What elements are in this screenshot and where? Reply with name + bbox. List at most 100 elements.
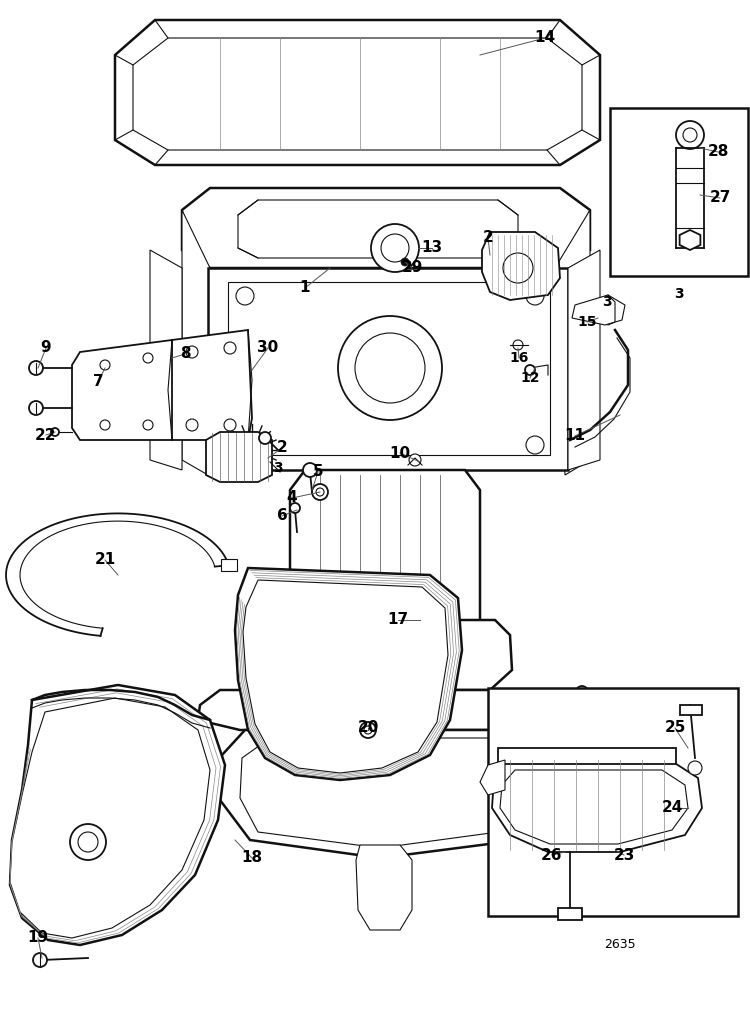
Circle shape bbox=[224, 342, 236, 354]
Circle shape bbox=[503, 253, 533, 283]
Polygon shape bbox=[558, 908, 582, 920]
Circle shape bbox=[676, 121, 704, 149]
Polygon shape bbox=[10, 685, 225, 945]
Circle shape bbox=[364, 726, 372, 734]
Circle shape bbox=[242, 440, 262, 460]
Text: 2: 2 bbox=[483, 231, 494, 245]
Polygon shape bbox=[133, 38, 582, 150]
Polygon shape bbox=[555, 210, 590, 475]
Circle shape bbox=[51, 428, 59, 436]
Text: 10: 10 bbox=[389, 446, 410, 460]
Circle shape bbox=[259, 432, 271, 444]
Text: 11: 11 bbox=[565, 428, 586, 444]
Polygon shape bbox=[72, 340, 172, 440]
Polygon shape bbox=[240, 738, 522, 848]
Polygon shape bbox=[243, 580, 448, 773]
Circle shape bbox=[29, 361, 43, 375]
Polygon shape bbox=[168, 330, 252, 440]
Text: 3: 3 bbox=[674, 287, 684, 301]
Circle shape bbox=[100, 420, 110, 430]
Text: 28: 28 bbox=[707, 145, 729, 159]
Circle shape bbox=[303, 463, 317, 477]
Circle shape bbox=[576, 686, 588, 698]
Polygon shape bbox=[492, 760, 702, 852]
Polygon shape bbox=[182, 188, 590, 268]
Text: 13: 13 bbox=[422, 241, 442, 255]
Polygon shape bbox=[115, 20, 600, 165]
Polygon shape bbox=[680, 705, 702, 714]
Circle shape bbox=[224, 419, 236, 431]
Text: 2635: 2635 bbox=[604, 939, 636, 951]
Circle shape bbox=[526, 436, 544, 454]
Circle shape bbox=[371, 224, 419, 272]
Polygon shape bbox=[235, 568, 462, 780]
Text: 16: 16 bbox=[509, 351, 529, 365]
Bar bbox=[498, 748, 676, 764]
Text: 17: 17 bbox=[388, 612, 409, 628]
Text: 20: 20 bbox=[357, 721, 379, 735]
Circle shape bbox=[143, 420, 153, 430]
Circle shape bbox=[29, 401, 43, 415]
Polygon shape bbox=[568, 250, 600, 470]
Circle shape bbox=[401, 258, 409, 266]
Polygon shape bbox=[680, 230, 700, 250]
Polygon shape bbox=[182, 210, 210, 475]
Text: 5: 5 bbox=[313, 464, 323, 480]
Text: 7: 7 bbox=[93, 374, 104, 390]
Circle shape bbox=[186, 419, 198, 431]
Circle shape bbox=[513, 340, 523, 349]
Polygon shape bbox=[206, 432, 272, 482]
Circle shape bbox=[381, 234, 409, 262]
Text: 19: 19 bbox=[28, 931, 49, 945]
Text: 26: 26 bbox=[542, 848, 562, 862]
Text: 29: 29 bbox=[401, 261, 423, 275]
Circle shape bbox=[236, 436, 254, 454]
Text: 3: 3 bbox=[273, 461, 283, 475]
Circle shape bbox=[234, 432, 270, 468]
Text: 15: 15 bbox=[578, 315, 597, 329]
Polygon shape bbox=[290, 470, 480, 635]
Circle shape bbox=[70, 824, 106, 860]
Polygon shape bbox=[10, 698, 210, 938]
Text: 4: 4 bbox=[286, 490, 297, 506]
Polygon shape bbox=[356, 845, 412, 930]
Circle shape bbox=[338, 316, 442, 420]
Text: 22: 22 bbox=[35, 427, 57, 443]
Polygon shape bbox=[480, 760, 505, 795]
Circle shape bbox=[360, 722, 376, 738]
Circle shape bbox=[33, 953, 47, 967]
Text: 14: 14 bbox=[535, 30, 556, 45]
Circle shape bbox=[688, 761, 702, 776]
Circle shape bbox=[525, 365, 535, 375]
Bar bbox=[220, 559, 236, 572]
Polygon shape bbox=[572, 295, 625, 325]
Polygon shape bbox=[262, 620, 512, 690]
Polygon shape bbox=[238, 200, 518, 258]
Text: 25: 25 bbox=[664, 721, 686, 735]
Text: 8: 8 bbox=[180, 346, 190, 362]
Circle shape bbox=[526, 287, 544, 305]
Text: 1: 1 bbox=[300, 280, 310, 296]
Text: 21: 21 bbox=[94, 552, 116, 568]
Bar bbox=[610, 108, 748, 276]
Circle shape bbox=[186, 346, 198, 358]
Text: 12: 12 bbox=[520, 371, 540, 385]
Text: 23: 23 bbox=[614, 848, 634, 862]
Circle shape bbox=[312, 484, 328, 500]
Text: 24: 24 bbox=[662, 800, 682, 816]
Circle shape bbox=[316, 488, 324, 496]
Text: 3: 3 bbox=[602, 295, 612, 309]
Text: 6: 6 bbox=[277, 509, 287, 523]
Circle shape bbox=[100, 360, 110, 370]
Circle shape bbox=[683, 128, 697, 142]
Text: 2: 2 bbox=[277, 440, 287, 456]
Bar bbox=[488, 688, 738, 916]
Circle shape bbox=[143, 353, 153, 363]
Polygon shape bbox=[500, 770, 688, 844]
Text: 27: 27 bbox=[710, 190, 730, 206]
Circle shape bbox=[78, 832, 98, 852]
Polygon shape bbox=[482, 232, 560, 300]
Polygon shape bbox=[150, 250, 182, 470]
Polygon shape bbox=[198, 690, 575, 730]
Circle shape bbox=[236, 287, 254, 305]
